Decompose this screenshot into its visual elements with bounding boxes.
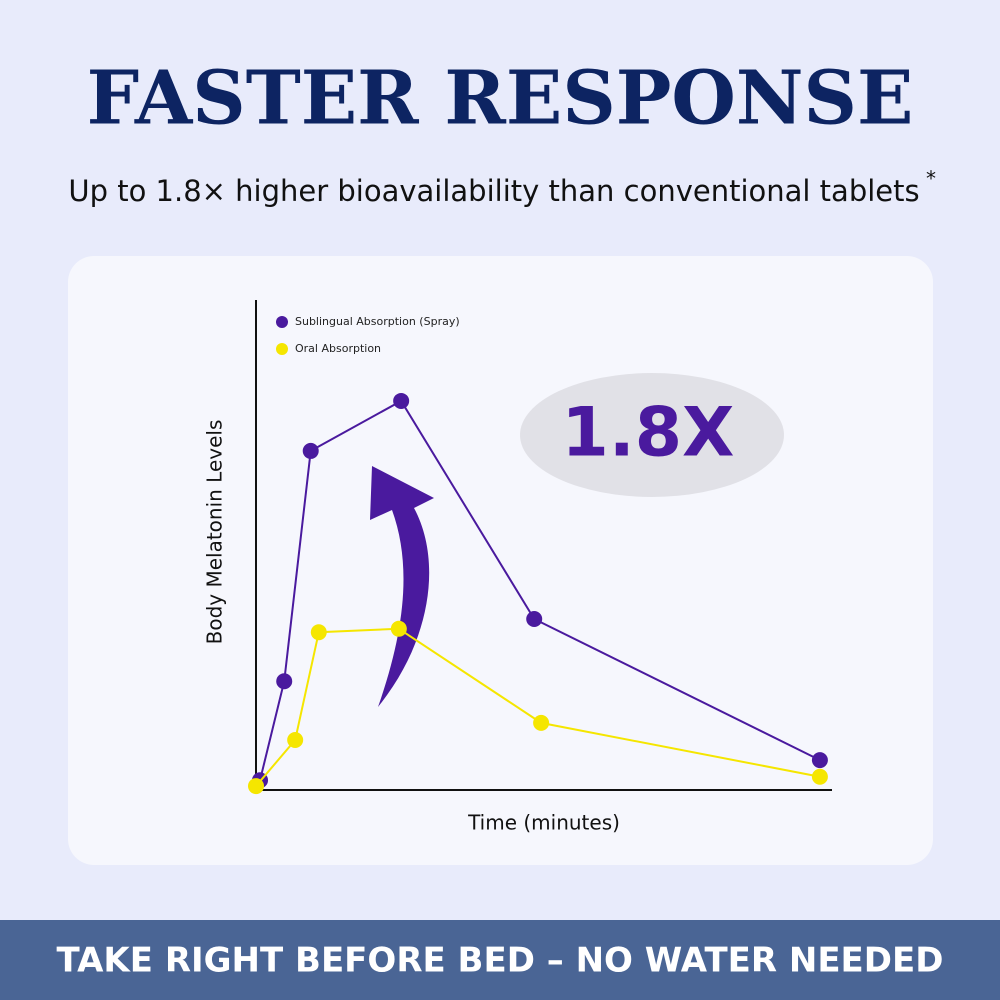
y-axis-label: Body Melatonin Levels bbox=[203, 420, 227, 645]
legend-marker bbox=[276, 316, 288, 328]
data-point bbox=[310, 624, 327, 641]
annotation-badge bbox=[520, 373, 784, 497]
annotation: 1.8X bbox=[562, 394, 735, 473]
data-point bbox=[533, 714, 550, 731]
x-axis-label: Time (minutes) bbox=[467, 811, 620, 835]
legend-label: Sublingual Absorption (Spray) bbox=[295, 315, 460, 328]
series-line bbox=[255, 627, 821, 787]
plot: Sublingual Absorption (Spray) Oral Absorp… bbox=[248, 315, 828, 795]
legend-label: Oral Absorption bbox=[295, 342, 381, 355]
legend-marker bbox=[276, 343, 288, 355]
series-line bbox=[259, 399, 821, 781]
data-point bbox=[811, 768, 828, 785]
subtitle: Up to 1.8× higher bioavailability than c… bbox=[68, 174, 919, 208]
data-point bbox=[302, 442, 319, 459]
title: FASTER RESPONSE bbox=[87, 56, 914, 142]
data-point bbox=[811, 752, 828, 769]
data-point bbox=[248, 778, 264, 795]
data-point bbox=[390, 620, 407, 637]
subtitle-note: * bbox=[926, 167, 936, 191]
footer: TAKE RIGHT BEFORE BED – NO WATER NEEDED bbox=[57, 941, 944, 981]
data-point bbox=[287, 732, 304, 749]
data-point bbox=[393, 392, 410, 409]
footer-banner bbox=[0, 920, 1000, 1000]
data-point bbox=[526, 610, 543, 627]
arrow bbox=[370, 466, 434, 707]
data-point bbox=[276, 673, 293, 690]
